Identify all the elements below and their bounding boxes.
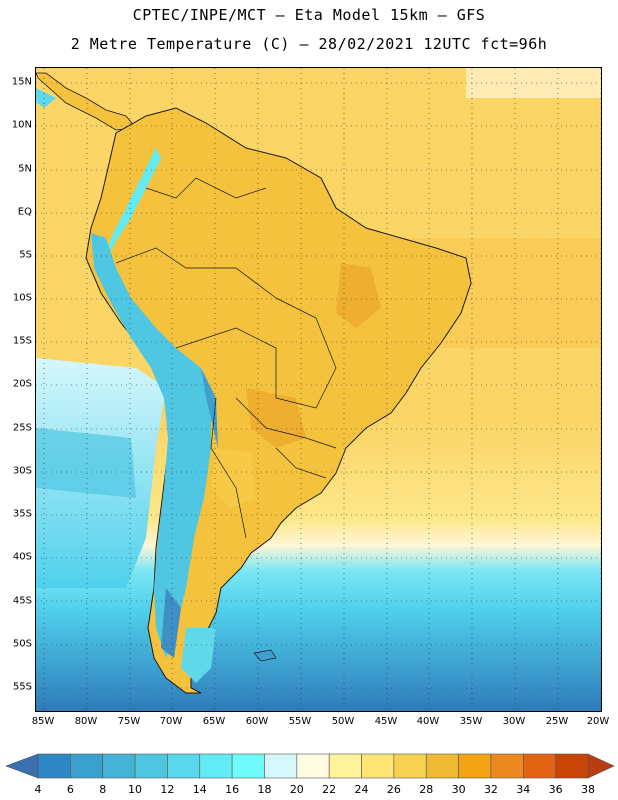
lon-label-55w: 55W — [288, 716, 312, 727]
central-america — [36, 72, 137, 131]
lat-label-25s: 25S — [12, 422, 32, 434]
lat-label-35s: 35S — [12, 508, 32, 520]
lon-label-40w: 40W — [416, 716, 440, 727]
colorbar-tick-label: 14 — [193, 783, 207, 796]
lon-label-65w: 65W — [202, 716, 226, 727]
colorbar-tick-label: 34 — [516, 783, 530, 796]
ocean-cool-patch — [466, 68, 601, 98]
map-subtitle: 2 Metre Temperature (C) – 28/02/2021 12U… — [70, 35, 548, 53]
colorbar-swatch — [102, 753, 136, 779]
colorbar-tick-label: 18 — [257, 783, 271, 796]
lon-label-80w: 80W — [74, 716, 98, 727]
warm-patch-argentina — [211, 448, 256, 508]
colorbar-swatch — [458, 753, 492, 779]
lon-label-50w: 50W — [331, 716, 355, 727]
lat-label-10n: 10N — [11, 119, 32, 131]
colorbar-labels: 4 6 8 10 12 14 16 18 20 22 24 26 28 30 32 34 36 38 — [35, 783, 596, 796]
central-america-highland — [36, 88, 56, 108]
pacific-cold-band — [36, 428, 136, 498]
colorbar-swatch — [555, 753, 589, 779]
colorbar-arrow-low — [5, 753, 39, 779]
andes-patagonia — [161, 588, 181, 658]
hot-patch-chaco — [246, 388, 306, 448]
colorbar-swatch — [296, 753, 330, 779]
lat-label-55s: 55S — [12, 681, 32, 693]
map-title: CPTEC/INPE/MCT – Eta Model 15km – GFS — [132, 6, 486, 24]
colorbar-swatch — [231, 753, 265, 779]
lon-label-25w: 25W — [545, 716, 569, 727]
colorbar-swatch — [37, 753, 71, 779]
colorbar-swatch — [264, 753, 298, 779]
colorbar-tick-label: 20 — [290, 783, 304, 796]
lat-label-15n: 15N — [11, 76, 32, 88]
colorbar-swatch — [199, 753, 233, 779]
lat-label-20s: 20S — [12, 378, 32, 390]
country-borders — [115, 177, 337, 539]
colorbar-swatch — [361, 753, 395, 779]
lat-label-10s: 10S — [12, 292, 32, 304]
hot-patch-brazil — [336, 263, 381, 328]
colorbar-swatch — [522, 753, 556, 779]
lon-label-30w: 30W — [502, 716, 526, 727]
colorbar-tick-label: 10 — [128, 783, 142, 796]
colorbar-swatch — [167, 753, 201, 779]
colorbar-tick-label: 12 — [160, 783, 174, 796]
lat-label-5s: 5S — [19, 249, 32, 261]
falkland-islands — [253, 649, 277, 662]
colorbar-tick-label: 8 — [99, 783, 106, 796]
temperature-colorbar: 4 6 8 10 12 14 16 18 20 22 24 26 28 30 32 34 36 38 — [5, 753, 615, 796]
colorbar-tick-label: 30 — [452, 783, 466, 796]
lat-label-15s: 15S — [12, 335, 32, 347]
colorbar-swatch — [490, 753, 524, 779]
lon-label-75w: 75W — [117, 716, 141, 727]
colorbar-tick-label: 6 — [67, 783, 74, 796]
patagonia-tip — [181, 628, 216, 683]
colorbar-swatch — [328, 753, 362, 779]
colorbar-swatches — [5, 753, 615, 779]
lon-label-45w: 45W — [374, 716, 398, 727]
colorbar-tick-label: 36 — [549, 783, 563, 796]
colorbar-swatch — [393, 753, 427, 779]
lon-label-85w: 85W — [31, 716, 55, 727]
lat-label-50s: 50S — [12, 638, 32, 650]
colorbar-tick-label: 28 — [419, 783, 433, 796]
lat-label-eq: EQ — [17, 206, 32, 218]
lon-label-70w: 70W — [159, 716, 183, 727]
colorbar-swatch — [425, 753, 459, 779]
map-canvas — [36, 68, 601, 711]
lat-label-40s: 40S — [12, 551, 32, 563]
colorbar-arrow-high — [587, 753, 615, 779]
lon-label-20w: 20W — [586, 716, 610, 727]
colorbar-tick-label: 4 — [35, 783, 42, 796]
colorbar-swatch — [134, 753, 168, 779]
andes-altiplano — [201, 368, 218, 448]
andes-north — [106, 148, 161, 258]
colorbar-swatch — [70, 753, 104, 779]
lon-label-35w: 35W — [459, 716, 483, 727]
colorbar-tick-label: 22 — [322, 783, 336, 796]
colorbar-tick-label: 24 — [355, 783, 369, 796]
lat-label-30s: 30S — [12, 465, 32, 477]
colorbar-tick-label: 26 — [387, 783, 401, 796]
colorbar-tick-label: 38 — [581, 783, 595, 796]
lat-label-5n: 5N — [18, 163, 32, 175]
colorbar-tick-label: 32 — [484, 783, 498, 796]
colorbar-tick-label: 16 — [225, 783, 239, 796]
lat-label-45s: 45S — [12, 595, 32, 607]
lon-label-60w: 60W — [245, 716, 269, 727]
temperature-map — [35, 67, 602, 712]
andes-spine — [91, 233, 211, 658]
